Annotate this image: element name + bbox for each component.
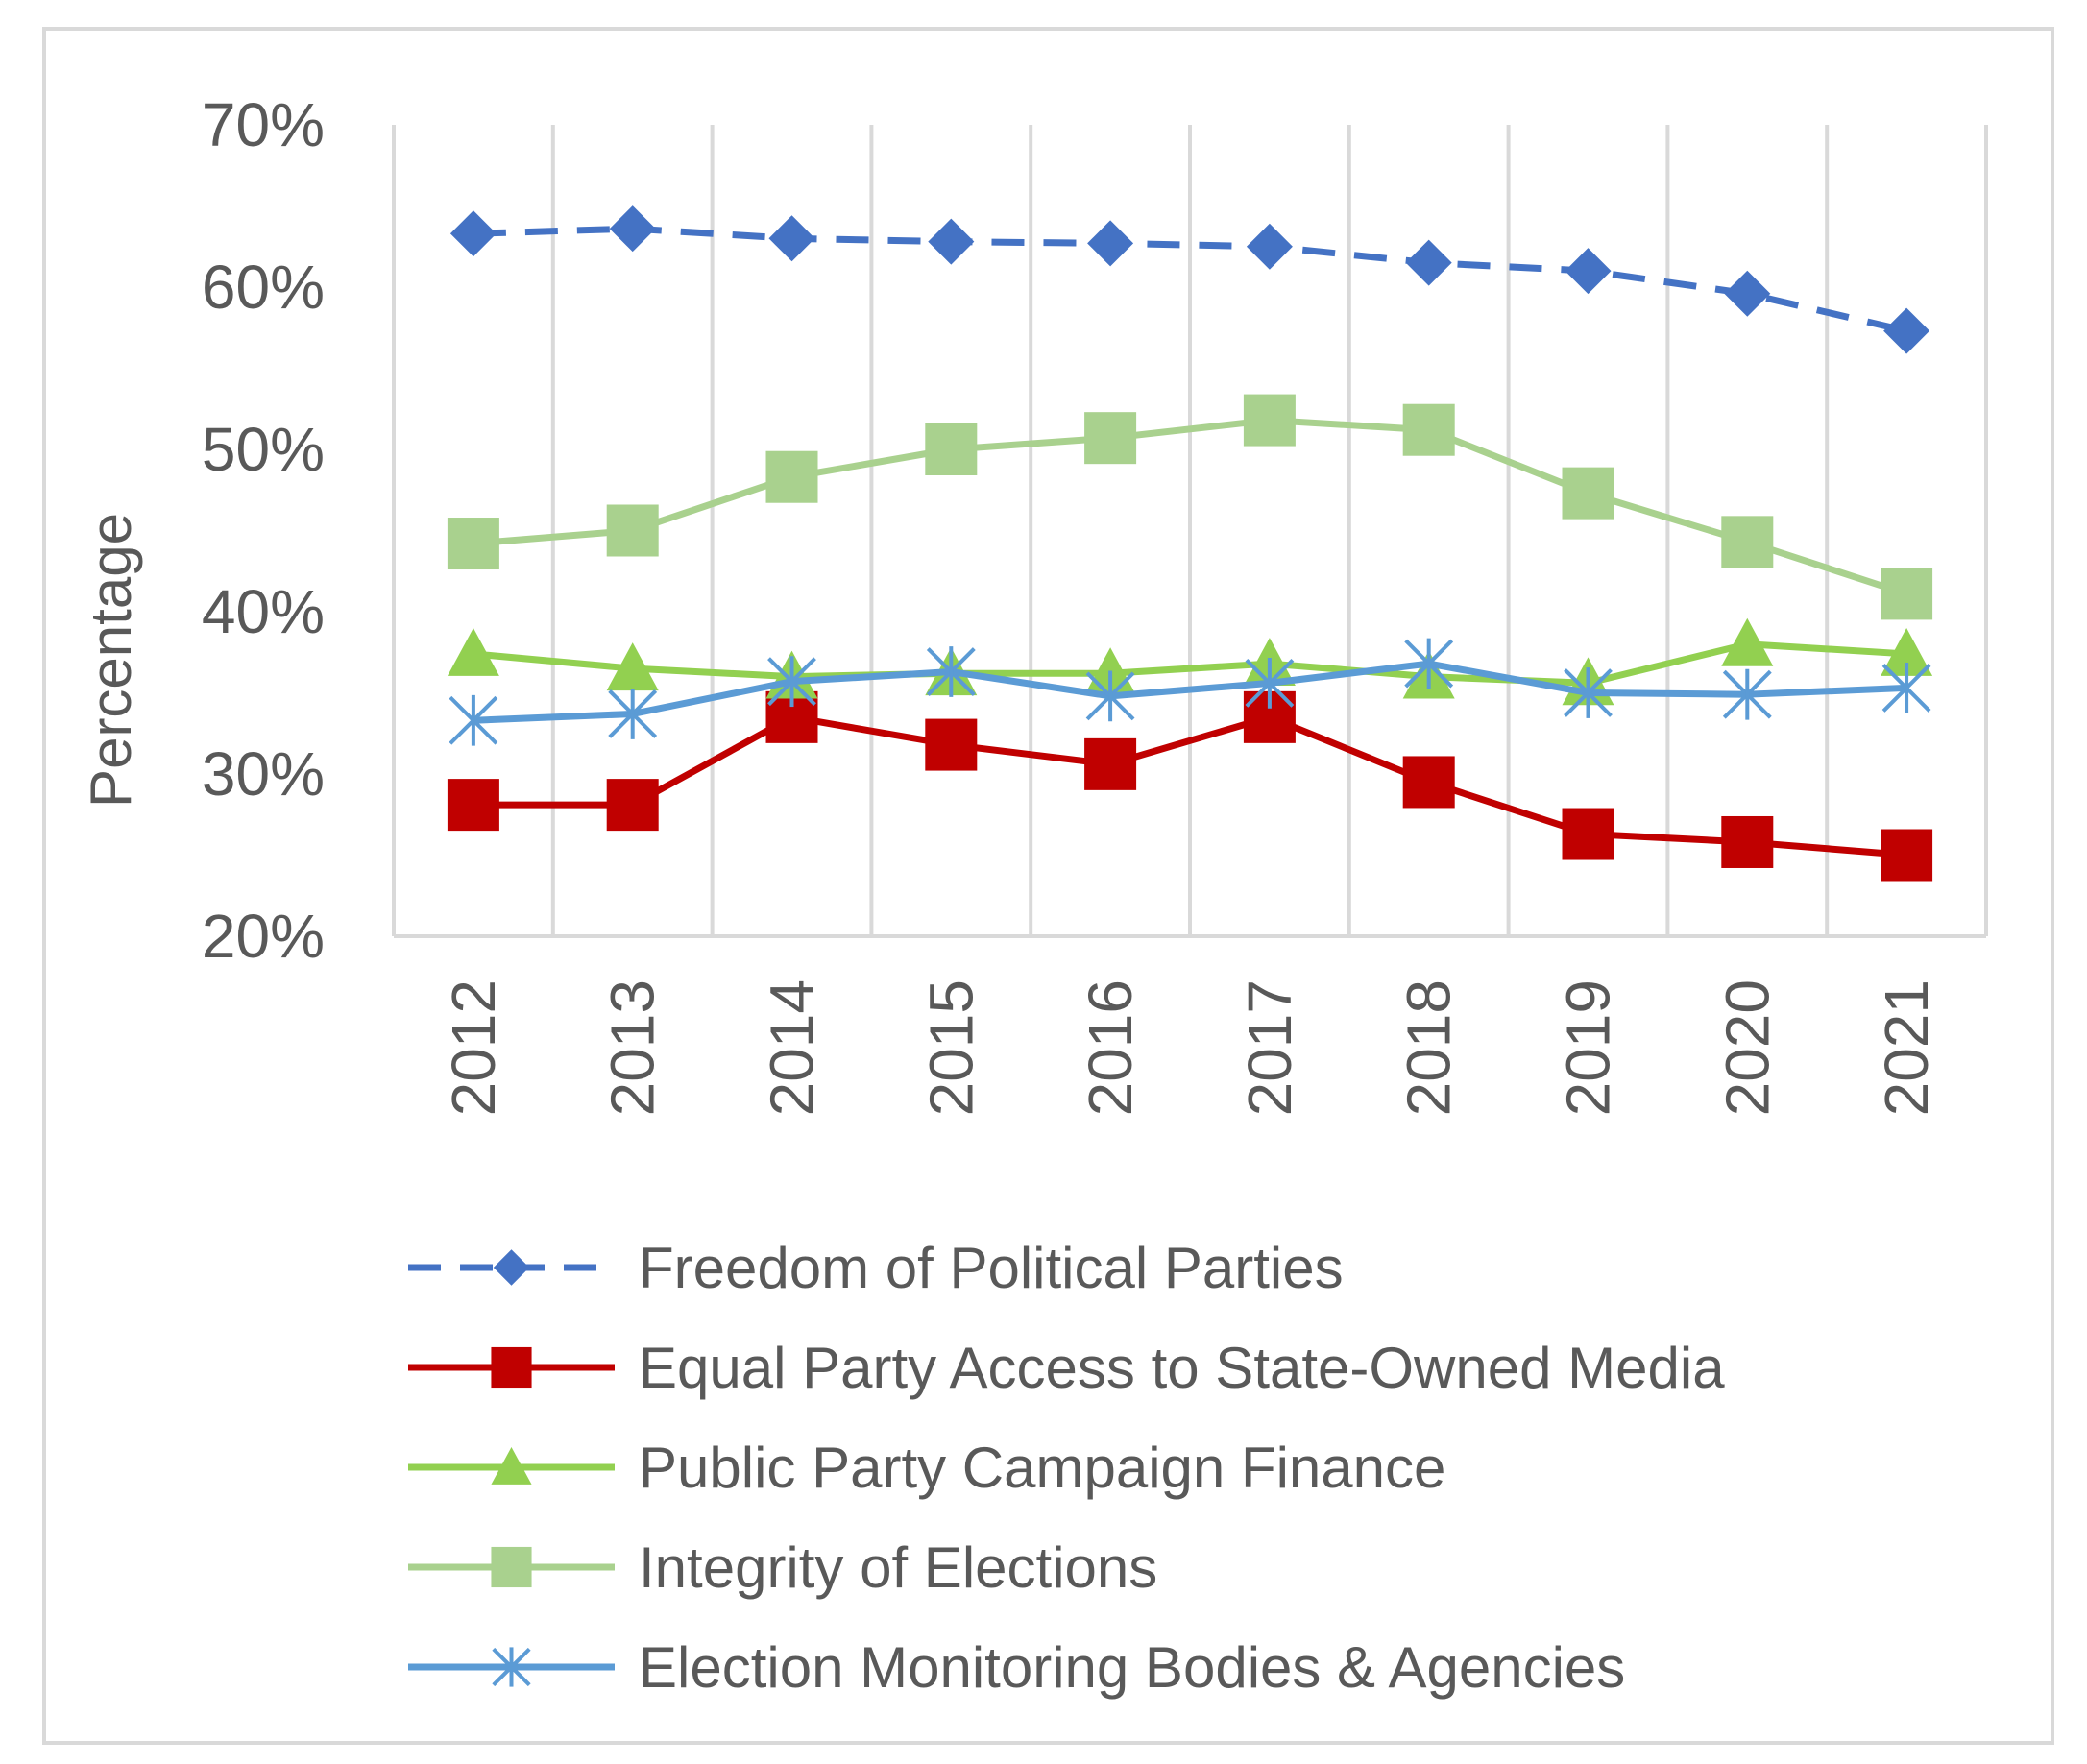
diamond-marker <box>1565 248 1612 295</box>
star-marker <box>1245 657 1295 709</box>
x-tick-label: 2014 <box>758 979 827 1116</box>
y-tick-label: 50% <box>202 415 325 484</box>
x-tick-label: 2020 <box>1712 979 1782 1116</box>
y-tick-label: 70% <box>202 90 325 159</box>
x-tick-label: 2018 <box>1395 979 1464 1116</box>
star-marker <box>767 656 816 708</box>
star-marker <box>492 1647 531 1687</box>
legend-label: Public Party Campaign Finance <box>639 1436 1445 1500</box>
diamond-marker <box>609 205 656 253</box>
series-line <box>473 713 1907 858</box>
diamond-marker <box>768 215 815 262</box>
diamond-marker <box>449 210 497 257</box>
y-axis-title: Percentage <box>79 513 143 808</box>
star-marker <box>1881 663 1931 713</box>
series-line <box>473 660 1907 724</box>
star-marker <box>1085 670 1135 722</box>
series-line <box>473 225 1907 335</box>
triangle-marker <box>1881 627 1933 676</box>
x-tick-label: 2019 <box>1554 979 1623 1116</box>
square-marker <box>1721 516 1774 568</box>
diamond-marker <box>1883 307 1930 354</box>
chart-frame <box>42 27 2054 1745</box>
square-marker <box>1881 568 1933 620</box>
axis-layer: 20% 30% 40% 50% 60% 70% 2012 2013 2014 2015 2016 20… <box>79 90 1986 1116</box>
square-marker <box>1881 829 1933 882</box>
diamond-marker <box>1246 223 1293 270</box>
star-marker <box>926 646 976 697</box>
diamond-marker <box>1087 220 1134 267</box>
square-marker <box>1562 467 1614 520</box>
square-marker <box>765 450 818 503</box>
square-marker <box>1084 412 1137 465</box>
diamond-marker <box>493 1249 530 1286</box>
legend-label: Equal Party Access to State-Owned Media <box>639 1336 1725 1400</box>
square-marker <box>925 718 978 771</box>
grid-layer <box>392 125 1988 936</box>
square-marker <box>925 423 978 475</box>
star-marker <box>608 689 658 739</box>
square-marker <box>1562 808 1614 860</box>
square-marker <box>606 779 659 832</box>
square-marker <box>447 779 499 832</box>
star-marker <box>1404 638 1454 689</box>
y-tick-label: 30% <box>202 739 325 809</box>
triangle-marker <box>606 642 659 691</box>
square-marker <box>491 1546 532 1588</box>
star-marker <box>1722 668 1772 720</box>
diamond-marker <box>928 218 975 265</box>
x-tick-label: 2012 <box>439 979 508 1116</box>
x-tick-label: 2017 <box>1235 979 1304 1116</box>
legend-label: Integrity of Elections <box>639 1535 1157 1600</box>
legend: Freedom of Political Parties Equal Party … <box>408 1236 1725 1700</box>
series-layer <box>447 205 1933 882</box>
square-marker <box>447 518 499 570</box>
triangle-marker <box>491 1446 532 1485</box>
square-marker <box>1721 815 1774 868</box>
star-marker <box>449 694 498 746</box>
y-tick-label: 20% <box>202 902 325 971</box>
y-tick-label: 40% <box>202 577 325 646</box>
square-marker <box>606 504 659 557</box>
square-marker <box>1243 394 1296 447</box>
x-tick-label: 2021 <box>1872 979 1941 1116</box>
legend-label: Election Monitoring Bodies & Agencies <box>639 1635 1625 1700</box>
triangle-marker <box>1721 617 1774 666</box>
x-tick-label: 2016 <box>1076 979 1145 1116</box>
square-marker <box>1402 756 1455 809</box>
legend-label: Freedom of Political Parties <box>639 1236 1344 1300</box>
y-tick-label: 60% <box>202 253 325 322</box>
star-marker <box>1564 667 1613 718</box>
series-line <box>473 640 1907 687</box>
square-marker <box>491 1346 532 1389</box>
triangle-marker <box>447 627 499 676</box>
square-marker <box>1402 403 1455 456</box>
series-line <box>473 417 1908 597</box>
x-tick-label: 2015 <box>916 979 985 1116</box>
square-marker <box>1084 737 1137 790</box>
diamond-marker <box>1724 270 1771 317</box>
x-tick-label: 2013 <box>598 979 667 1116</box>
diamond-marker <box>1405 239 1452 286</box>
